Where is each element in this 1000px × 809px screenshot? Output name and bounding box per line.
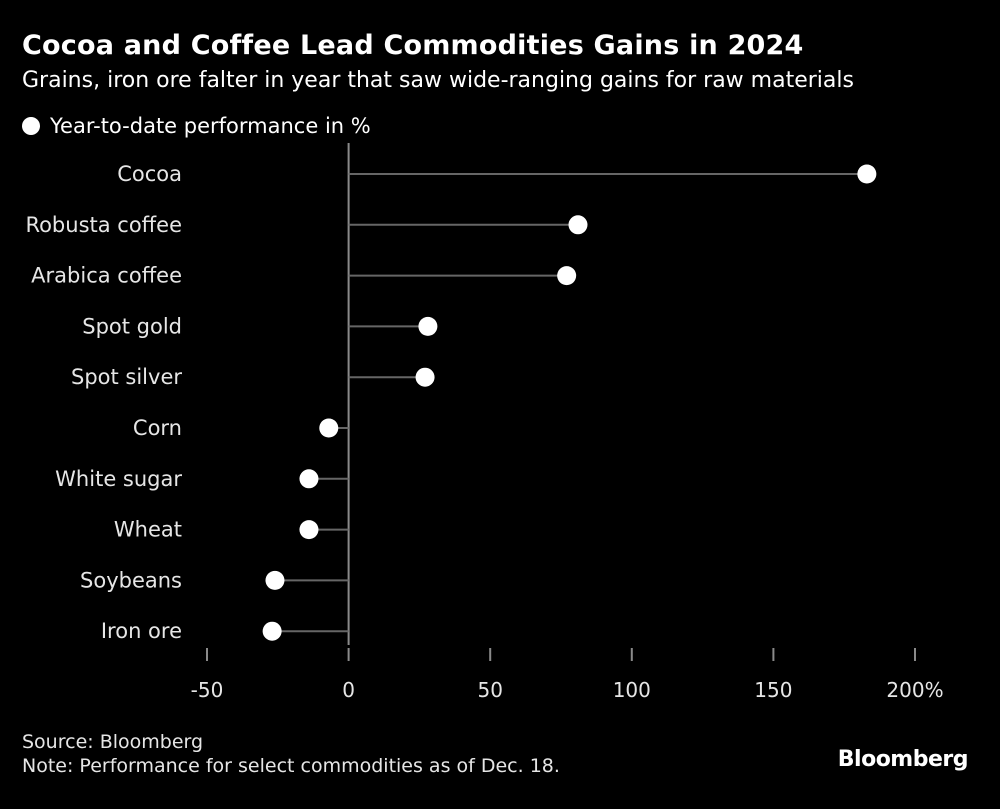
category-label-soybeans: Soybeans <box>80 568 182 592</box>
category-label-white-sugar: White sugar <box>55 467 182 491</box>
marker-soybeans <box>265 570 285 590</box>
marker-iron-ore <box>262 621 282 641</box>
legend-marker-icon <box>22 117 40 135</box>
x-tick-label: 50 <box>477 678 502 702</box>
category-label-iron-ore: Iron ore <box>101 619 182 643</box>
legend-label: Year-to-date performance in % <box>50 114 371 138</box>
x-tick-label: 200% <box>886 678 943 702</box>
category-label-corn: Corn <box>133 416 182 440</box>
marker-robusta-coffee <box>568 215 588 235</box>
marker-white-sugar <box>299 469 319 489</box>
category-label-spot-silver: Spot silver <box>71 365 182 389</box>
category-label-spot-gold: Spot gold <box>82 314 182 338</box>
marker-corn <box>319 418 339 438</box>
chart-title: Cocoa and Coffee Lead Commodities Gains … <box>22 30 804 61</box>
marker-spot-gold <box>418 316 438 336</box>
category-label-robusta-coffee: Robusta coffee <box>25 213 182 237</box>
chart-subtitle: Grains, iron ore falter in year that saw… <box>22 68 854 93</box>
x-tick-label: 0 <box>342 678 355 702</box>
category-label-wheat: Wheat <box>114 518 182 542</box>
legend: Year-to-date performance in % <box>22 114 371 138</box>
bloomberg-logo: Bloomberg <box>837 747 969 772</box>
category-label-cocoa: Cocoa <box>117 162 182 186</box>
marker-cocoa <box>857 164 877 184</box>
x-tick-label: 150 <box>754 678 792 702</box>
marker-spot-silver <box>415 367 435 387</box>
marker-wheat <box>299 520 319 540</box>
footnote: Note: Performance for select commodities… <box>22 755 560 777</box>
category-label-arabica-coffee: Arabica coffee <box>31 264 182 288</box>
source-note: Source: Bloomberg <box>22 731 204 753</box>
x-tick-label: 100 <box>613 678 651 702</box>
marker-arabica-coffee <box>557 266 577 286</box>
x-tick-label: -50 <box>191 678 224 702</box>
